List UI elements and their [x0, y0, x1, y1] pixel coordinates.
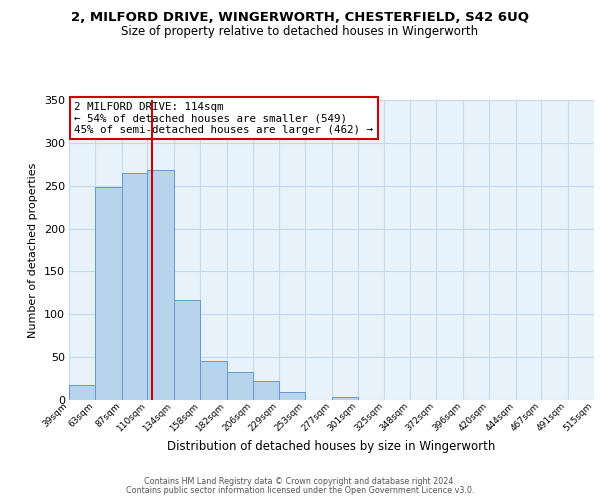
Text: Contains HM Land Registry data © Crown copyright and database right 2024.: Contains HM Land Registry data © Crown c… [144, 477, 456, 486]
Text: Contains public sector information licensed under the Open Government Licence v3: Contains public sector information licen… [126, 486, 474, 495]
Bar [200, 362, 227, 400]
Bar [69, 384, 95, 400]
Text: 2, MILFORD DRIVE, WINGERWORTH, CHESTERFIELD, S42 6UQ: 2, MILFORD DRIVE, WINGERWORTH, CHESTERFI… [71, 11, 529, 24]
Bar [148, 170, 174, 400]
Text: 2 MILFORD DRIVE: 114sqm
← 54% of detached houses are smaller (549)
45% of semi-d: 2 MILFORD DRIVE: 114sqm ← 54% of detache… [74, 102, 373, 134]
Text: Size of property relative to detached houses in Wingerworth: Size of property relative to detached ho… [121, 25, 479, 38]
Bar [227, 372, 253, 400]
Bar [122, 173, 148, 400]
Bar [95, 188, 122, 400]
Bar [594, 398, 600, 400]
Bar [174, 300, 200, 400]
Bar [278, 392, 305, 400]
Bar [331, 398, 358, 400]
X-axis label: Distribution of detached houses by size in Wingerworth: Distribution of detached houses by size … [167, 440, 496, 454]
Bar [253, 381, 278, 400]
Y-axis label: Number of detached properties: Number of detached properties [28, 162, 38, 338]
